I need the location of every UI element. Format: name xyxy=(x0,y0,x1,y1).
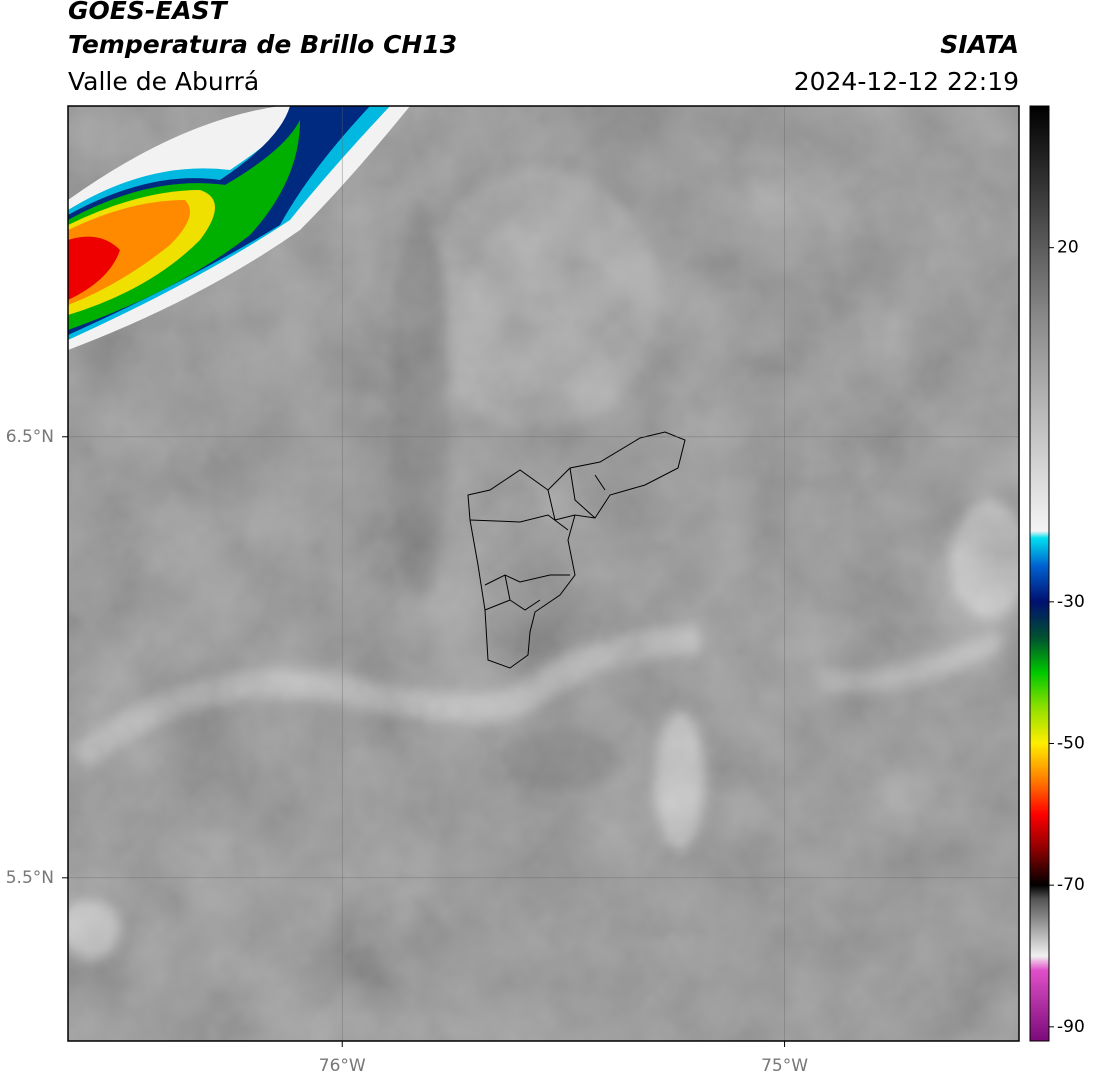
y-tick-label: 5.5°N xyxy=(6,868,54,888)
storm-cloud xyxy=(68,106,410,350)
colorbar-tick-label: 20 xyxy=(1057,238,1079,258)
graticule xyxy=(68,106,1019,1041)
subtitle: Temperatura de Brillo CH13 xyxy=(68,30,457,59)
municipal-boundaries xyxy=(467,431,686,669)
region: Valle de Aburrá xyxy=(68,67,259,96)
satellite-image xyxy=(68,106,1019,1041)
title: GOES-EAST xyxy=(68,0,229,25)
colorbar-tick-label: -90 xyxy=(1057,1017,1085,1037)
colorbar-tick-label: -70 xyxy=(1057,875,1085,895)
map-frame xyxy=(67,105,1020,1042)
source: SIATA xyxy=(940,30,1019,59)
colorbar xyxy=(1029,105,1050,1042)
colorbar-tick-label: -30 xyxy=(1057,592,1085,612)
colorbar-tick-label: -50 xyxy=(1057,734,1085,754)
datetime: 2024-12-12 22:19 xyxy=(794,67,1019,96)
y-tick-label: 6.5°N xyxy=(6,427,54,447)
x-tick-label: 75°W xyxy=(761,1056,808,1076)
x-tick-label: 76°W xyxy=(319,1056,366,1076)
